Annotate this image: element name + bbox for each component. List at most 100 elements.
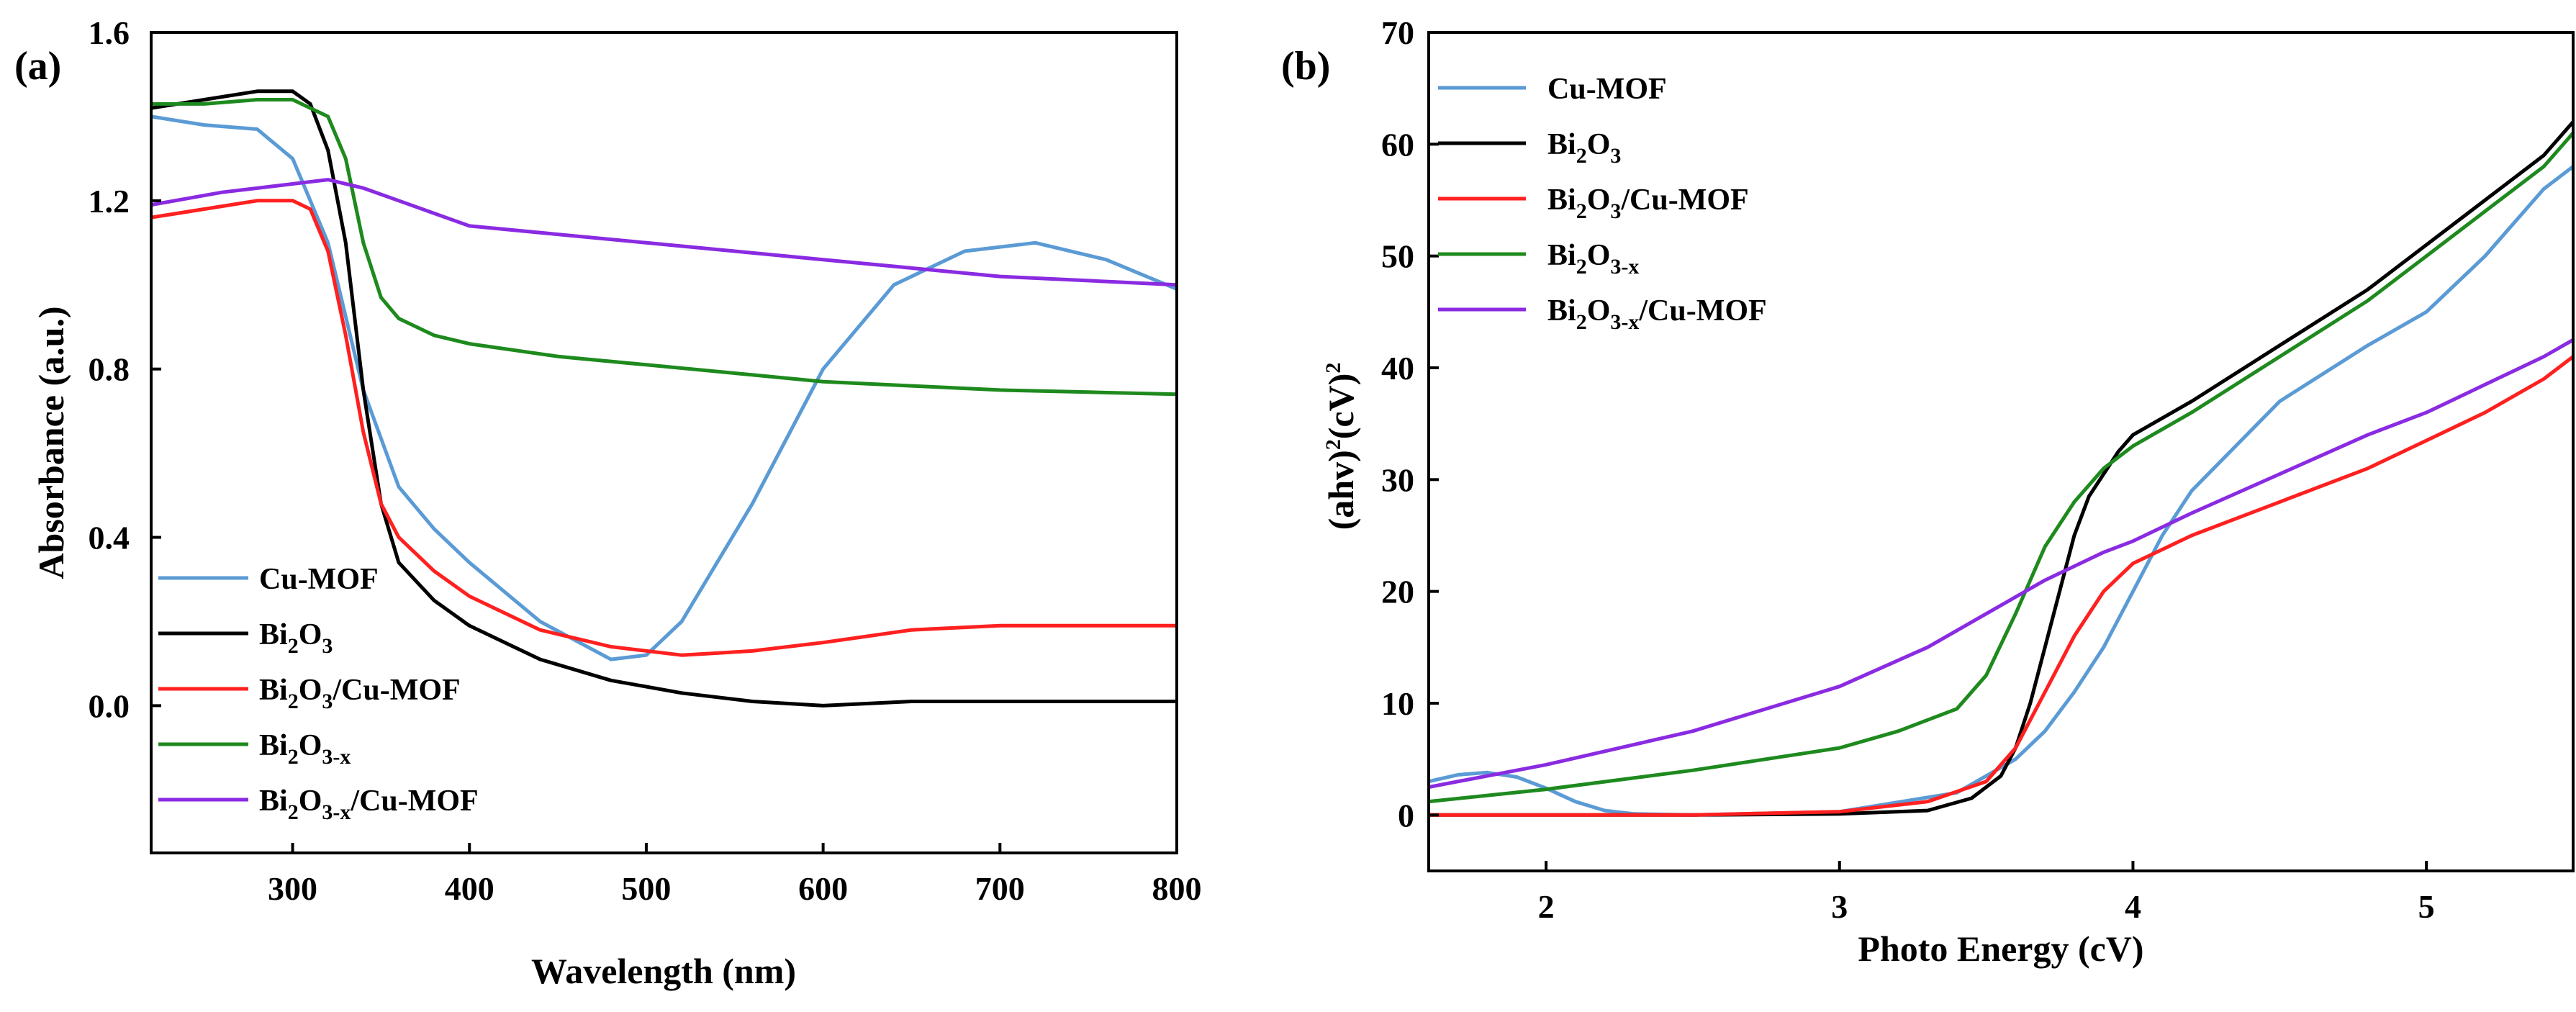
- legend-label-subscript: 2: [288, 800, 299, 824]
- panel-a-y-axis-title: Absorbance (a.u.): [31, 306, 71, 579]
- legend-label-main: Bi: [259, 729, 288, 762]
- legend-label-subscript: 2: [288, 745, 299, 769]
- panel-b-series-line-4: [1429, 338, 2573, 789]
- panel-b-y-tick-label: 30: [1381, 461, 1414, 498]
- panel-a-series-line-0: [151, 114, 1177, 661]
- legend-label-main: Bi: [1547, 294, 1576, 327]
- legend-label-subscript: 2: [1576, 144, 1587, 168]
- panel-a-legend-label-3: Bi2O3-x: [259, 729, 351, 769]
- legend-label-main: Cu-MOF: [259, 563, 379, 596]
- panel-a-y-tick-label: 0.4: [89, 520, 130, 556]
- legend-label-mid: O: [1587, 184, 1611, 217]
- panel-b-y-axis-title-main: (ahv): [1321, 450, 1361, 530]
- legend-label-subscript: 2: [288, 634, 299, 658]
- panel-b-y-tick-label: 50: [1381, 238, 1414, 275]
- panel-b-series-line-0: [1429, 164, 2573, 817]
- panel-a-series-line-3: [151, 98, 1177, 397]
- legend-label-main: Bi: [1547, 128, 1576, 161]
- panel-b-legend: Cu-MOFBi2O3Bi2O3/Cu-MOFBi2O3-xBi2O3-x/Cu…: [1438, 73, 1767, 334]
- panel-a-x-axis-title: Wavelength (nm): [531, 951, 796, 991]
- panel-a-legend: Cu-MOFBi2O3Bi2O3/Cu-MOFBi2O3-xBi2O3-x/Cu…: [158, 563, 479, 824]
- panel-b-y-tick-label: 10: [1381, 685, 1414, 722]
- legend-label-subscript: 3-x: [322, 745, 351, 769]
- panel-a-legend-label-0: Cu-MOF: [259, 563, 379, 596]
- panel-b-x-tick-label: 3: [1831, 888, 1848, 925]
- panel-b-y-tick-label: 70: [1381, 14, 1414, 51]
- panel-b-legend-label-0: Cu-MOF: [1547, 73, 1667, 106]
- panel-b-legend-label-1: Bi2O3: [1547, 128, 1621, 168]
- legend-label-mid: O: [299, 729, 322, 762]
- panel-a-x-tick-label: 500: [621, 870, 671, 907]
- legend-label-end: /Cu-MOF: [1638, 294, 1766, 327]
- panel-b-x-tick-label: 4: [2125, 888, 2141, 925]
- panel-a-x-tick-label: 800: [1152, 870, 1202, 907]
- legend-label-end: /Cu-MOF: [350, 785, 478, 818]
- legend-label-end: /Cu-MOF: [1620, 184, 1748, 217]
- panel-b-y-tick-label: 0: [1398, 797, 1414, 833]
- legend-label-mid: O: [299, 618, 322, 651]
- panel-a-plot-frame: [150, 31, 1178, 854]
- panel-a-label: (a): [14, 44, 61, 89]
- panel-b-y-tick-label: 20: [1381, 574, 1414, 610]
- legend-label-mid: O: [1587, 239, 1611, 272]
- panel-b-y-tick-label: 60: [1381, 126, 1414, 163]
- legend-label-main: Bi: [259, 785, 288, 818]
- panel-b-x-axis-title: Photo Energy (cV): [1858, 929, 2143, 969]
- panel-b-label: (b): [1281, 44, 1330, 89]
- panel-a-legend-label-1: Bi2O3: [259, 618, 333, 658]
- legend-label-subscript: 2: [1576, 255, 1587, 279]
- panel-b-x-tick-label: 2: [1538, 888, 1555, 925]
- panel-b-plot-frame: [1427, 31, 2575, 872]
- panel-b-legend-label-2: Bi2O3/Cu-MOF: [1547, 184, 1749, 223]
- panel-b-y-axis-title: (ahv)2(cV)2: [1321, 363, 1361, 530]
- panel-b-series: [1429, 119, 2573, 817]
- panel-a-series-line-2: [151, 199, 1177, 657]
- panel-b-legend-label-4: Bi2O3-x/Cu-MOF: [1547, 294, 1767, 334]
- legend-label-subscript: 3-x: [1610, 310, 1639, 334]
- panel-a-x-tick-label: 300: [268, 870, 317, 907]
- legend-label-mid: O: [1587, 128, 1611, 161]
- panel-a-x-tick-label: 600: [798, 870, 848, 907]
- panel-a-chart: (a) 300 400 500 600 700 800 0.0 0.4 0.8 1.2 1.6 Wa…: [14, 14, 1202, 991]
- legend-label-subscript: 3: [1610, 144, 1621, 168]
- legend-label-mid: O: [1587, 294, 1611, 327]
- panel-a-series-line-1: [151, 89, 1177, 708]
- legend-label-subscript: 2: [1576, 199, 1587, 223]
- panel-a-series-line-4: [151, 178, 1177, 287]
- panel-b-series-line-1: [1429, 119, 2573, 817]
- legend-label-subscript: 3-x: [1610, 255, 1639, 279]
- panel-a-y-tick-label: 1.6: [89, 14, 130, 51]
- panel-a-x-tick-label: 400: [445, 870, 494, 907]
- legend-label-main: Bi: [1547, 184, 1576, 217]
- legend-label-mid: O: [299, 785, 322, 818]
- legend-label-end: /Cu-MOF: [332, 674, 460, 707]
- panel-b-y-axis-title-sup1: 2: [1321, 439, 1345, 450]
- panel-a-y-tick-label: 0.8: [89, 351, 130, 388]
- panel-b-y-tick-label: 40: [1381, 350, 1414, 387]
- legend-label-subscript: 3: [322, 690, 333, 713]
- panel-a-y-tick-label: 1.2: [89, 183, 130, 220]
- panel-a-legend-label-2: Bi2O3/Cu-MOF: [259, 674, 461, 713]
- legend-label-subscript: 3-x: [322, 800, 351, 824]
- panel-a-legend-label-4: Bi2O3-x/Cu-MOF: [259, 785, 479, 824]
- panel-b-y-axis-title-sup2: 2: [1321, 363, 1345, 374]
- panel-b-series-line-2: [1429, 355, 2573, 817]
- legend-label-main: Cu-MOF: [1547, 73, 1667, 106]
- panel-a-y-tick-label: 0.0: [89, 687, 130, 724]
- legend-label-main: Bi: [259, 618, 288, 651]
- legend-label-subscript: 3: [1610, 199, 1621, 223]
- legend-label-subscript: 2: [288, 690, 299, 713]
- legend-label-subscript: 3: [322, 634, 333, 658]
- panel-b-legend-label-3: Bi2O3-x: [1547, 239, 1639, 279]
- panel-a-x-tick-label: 700: [975, 870, 1025, 907]
- panel-b-series-line-3: [1429, 131, 2573, 804]
- legend-label-main: Bi: [1547, 239, 1576, 272]
- panel-a-series: [151, 89, 1177, 708]
- panel-b-y-axis-title-mid: (cV): [1321, 374, 1361, 440]
- panel-b-x-tick-label: 5: [2418, 888, 2435, 925]
- legend-label-mid: O: [299, 674, 322, 707]
- panel-a-ticks: 300 400 500 600 700 800 0.0 0.4 0.8 1.2 1.6: [89, 14, 1202, 907]
